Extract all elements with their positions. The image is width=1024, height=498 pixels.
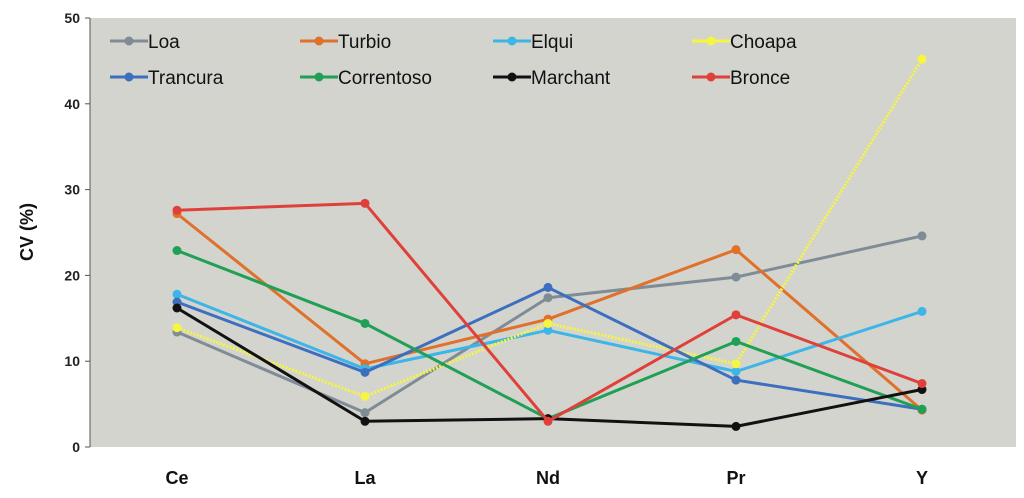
data-point — [731, 310, 741, 320]
data-point — [731, 245, 741, 255]
data-point — [731, 375, 741, 385]
data-point — [731, 359, 741, 369]
data-point — [917, 54, 927, 64]
plot-area — [90, 18, 1016, 447]
data-point — [360, 416, 370, 426]
legend-swatch-marker — [706, 72, 716, 82]
legend-swatch-marker — [507, 72, 517, 82]
data-point — [543, 416, 553, 426]
y-tick-label: 20 — [64, 267, 80, 283]
legend-label: Trancura — [148, 68, 224, 89]
series-layer — [172, 54, 927, 431]
data-point — [731, 421, 741, 431]
legend-swatch-marker — [314, 36, 324, 46]
data-point — [731, 336, 741, 346]
legend-item: Elqui — [493, 32, 573, 53]
data-point — [172, 289, 182, 299]
legend-item: Trancura — [110, 68, 224, 89]
legend-swatch-marker — [507, 36, 517, 46]
legend-swatch-marker — [314, 72, 324, 82]
legend-swatch-marker — [706, 36, 716, 46]
series-bronce — [172, 198, 927, 426]
data-point — [360, 391, 370, 401]
legend-label: Turbio — [338, 32, 391, 53]
data-point — [360, 198, 370, 208]
data-point — [360, 408, 370, 418]
data-point — [731, 272, 741, 282]
legend-item: Marchant — [493, 68, 611, 89]
y-tick-label: 0 — [72, 439, 80, 455]
data-point — [172, 303, 182, 313]
data-point — [917, 231, 927, 241]
data-point — [172, 323, 182, 333]
legend-item: Turbio — [300, 32, 391, 53]
y-axis: 0 10 20 30 40 50 — [64, 10, 91, 455]
x-tick-label: Y — [916, 468, 928, 488]
legend-label: Correntoso — [338, 68, 432, 89]
y-tick-label: 10 — [64, 353, 80, 369]
legend-swatch-marker — [124, 72, 134, 82]
legend: Loa Turbio Elqui Choapa Trancura Correntoso Ma… — [110, 32, 797, 89]
x-tick-label: Nd — [536, 468, 560, 488]
y-tick-label: 30 — [64, 182, 80, 198]
legend-label: Loa — [148, 32, 180, 53]
x-tick-label: Ce — [165, 468, 188, 488]
data-point — [543, 325, 553, 335]
legend-item: Choapa — [692, 32, 797, 53]
y-tick-label: 40 — [64, 96, 80, 112]
legend-label: Bronce — [730, 68, 790, 89]
data-point — [543, 293, 553, 303]
data-point — [731, 366, 741, 376]
data-point — [172, 246, 182, 256]
x-axis: Ce La Nd Pr Y — [165, 468, 928, 488]
data-point — [917, 379, 927, 389]
legend-label: Elqui — [531, 32, 573, 53]
legend-label: Choapa — [730, 32, 797, 53]
data-point — [360, 318, 370, 328]
y-tick-label: 50 — [64, 10, 80, 26]
legend-item: Bronce — [692, 68, 790, 89]
series-choapa — [172, 54, 927, 401]
data-point — [917, 306, 927, 316]
legend-label: Marchant — [531, 68, 611, 89]
data-point — [360, 367, 370, 377]
data-point — [172, 205, 182, 215]
data-point — [543, 318, 553, 328]
x-tick-label: Pr — [726, 468, 745, 488]
legend-item: Loa — [110, 32, 180, 53]
data-point — [917, 404, 927, 414]
legend-item: Correntoso — [300, 68, 432, 89]
x-tick-label: La — [354, 468, 376, 488]
y-axis-title: CV (%) — [17, 203, 37, 261]
data-point — [543, 282, 553, 292]
legend-swatch-marker — [124, 36, 134, 46]
